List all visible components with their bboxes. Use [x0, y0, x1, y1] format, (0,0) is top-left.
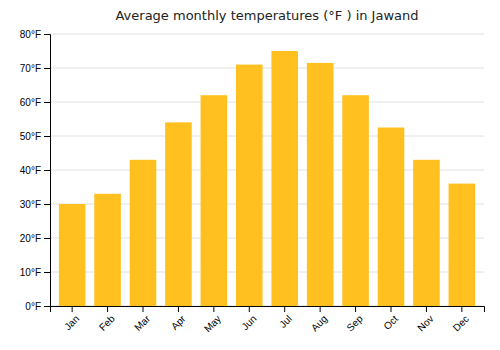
tick-mark — [461, 306, 462, 312]
tick-mark — [44, 68, 50, 69]
tick-mark — [44, 170, 50, 171]
tick: Aug — [309, 306, 329, 333]
tick-label: 20°F — [20, 233, 41, 244]
tick: Jun — [239, 306, 258, 332]
tick-label: Oct — [381, 313, 400, 332]
title: Average monthly temperatures (°F ) in Ja… — [115, 8, 418, 23]
grid-line — [50, 136, 484, 137]
bar — [378, 128, 405, 307]
bar — [94, 194, 121, 306]
tick-label: Dec — [451, 313, 471, 333]
tick: May — [202, 306, 223, 334]
tick-mark — [178, 306, 179, 312]
tick: Jul — [277, 306, 294, 330]
bar — [449, 184, 476, 306]
tick-mark — [249, 306, 250, 312]
tick-label: 80°F — [20, 29, 41, 40]
bar — [201, 95, 228, 306]
plot: 0°F 10°F 20°F 30°F 40°F 50°F 60°F 70°F 80°F Jan Fe… — [20, 29, 485, 335]
tick-mark — [355, 306, 356, 312]
tick: Nov — [415, 306, 435, 333]
tick-label: Nov — [415, 313, 435, 333]
tick-mark — [44, 102, 50, 103]
tick-mark — [143, 306, 144, 312]
tick: 0°F — [25, 301, 50, 312]
tick-mark — [391, 306, 392, 312]
tick: 80°F — [20, 29, 50, 40]
tick-label: 30°F — [20, 199, 41, 210]
tick-label: May — [202, 313, 223, 334]
tick: 60°F — [20, 97, 50, 108]
grid-line — [50, 102, 484, 103]
tick-mark — [44, 204, 50, 205]
tick-mark — [107, 306, 108, 312]
bar — [236, 65, 263, 306]
tick: Sep — [344, 306, 365, 333]
tick-mark — [44, 238, 50, 239]
tick: 20°F — [20, 233, 50, 244]
axis-line — [44, 35, 51, 307]
tick-label: Jan — [62, 313, 81, 332]
tick-mark — [213, 306, 214, 312]
bar — [59, 204, 86, 306]
tick: 30°F — [20, 199, 50, 210]
tick-label: 10°F — [20, 267, 41, 278]
tick-label: Mar — [132, 313, 152, 333]
x-axis: Jan Feb Mar Apr May Jun Jul Aug Sep Oct Nov Dec — [51, 306, 485, 334]
tick-mark — [44, 272, 50, 273]
tick-label: Jul — [277, 313, 294, 330]
grid — [50, 34, 484, 306]
tick-label: Sep — [344, 313, 365, 334]
tick-label: Apr — [169, 313, 188, 332]
chart: 0°F 10°F 20°F 30°F 40°F 50°F 60°F 70°F 80°F Jan Fe… — [0, 0, 500, 350]
tick: 40°F — [20, 165, 50, 176]
bar — [413, 160, 440, 306]
tick: 70°F — [20, 63, 50, 74]
y-axis: 0°F 10°F 20°F 30°F 40°F 50°F 60°F 70°F 80°F — [20, 29, 51, 312]
tick-label: Feb — [97, 313, 117, 333]
tick: Feb — [97, 306, 117, 333]
bar — [342, 95, 369, 306]
axis-line — [51, 307, 485, 313]
tick-label: Aug — [309, 313, 329, 333]
tick-mark — [44, 306, 50, 307]
tick-mark — [72, 306, 73, 312]
tick-mark — [426, 306, 427, 312]
tick: 10°F — [20, 267, 50, 278]
tick: Apr — [169, 306, 188, 332]
bar — [165, 122, 192, 306]
grid-line — [50, 68, 484, 69]
tick-mark — [320, 306, 321, 312]
bar — [271, 51, 298, 306]
bars — [59, 51, 475, 306]
tick: Dec — [451, 306, 471, 333]
bar — [307, 63, 334, 306]
tick-label: 0°F — [25, 301, 41, 312]
tick-label: Jun — [239, 313, 258, 332]
tick-label: 40°F — [20, 165, 41, 176]
tick-label: 70°F — [20, 63, 41, 74]
tick-label: 50°F — [20, 131, 41, 142]
tick: Mar — [132, 306, 152, 333]
tick: Jan — [62, 306, 81, 332]
tick: Oct — [381, 306, 400, 332]
bar — [130, 160, 157, 306]
tick-mark — [44, 136, 50, 137]
tick-label: 60°F — [20, 97, 41, 108]
grid-line — [50, 34, 484, 35]
tick-mark — [284, 306, 285, 312]
tick-mark — [44, 34, 50, 35]
tick: 50°F — [20, 131, 50, 142]
